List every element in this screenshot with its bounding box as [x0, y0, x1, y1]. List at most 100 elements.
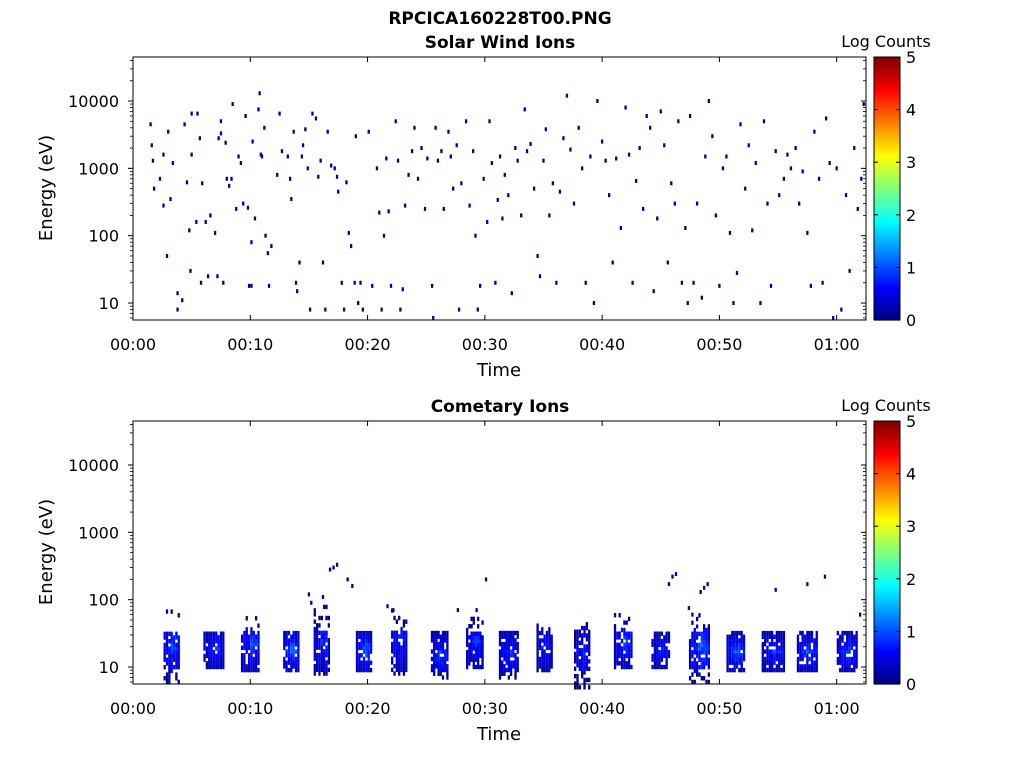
heatmap-cell: [627, 646, 631, 651]
heatmap-cell: [245, 664, 248, 669]
heatmap-cell: [252, 667, 255, 673]
heatmap-cell: [625, 653, 628, 659]
heatmap-cell: [266, 251, 270, 256]
heatmap-cell: [219, 646, 223, 651]
heatmap-cell: [516, 667, 519, 673]
heatmap-cell: [695, 624, 699, 629]
heatmap-cell: [481, 664, 484, 670]
heatmap-cell: [355, 653, 359, 658]
colorbar-segment: [874, 177, 900, 181]
heatmap-cell: [441, 638, 445, 643]
heatmap-cell: [170, 631, 173, 637]
heatmap-cell: [573, 629, 577, 634]
colorbar-segment: [874, 87, 900, 91]
heatmap-cell: [726, 653, 729, 658]
heatmap-cell: [766, 645, 769, 651]
heatmap-cell: [808, 634, 811, 639]
heatmap-cell: [848, 630, 851, 636]
heatmap-cell: [803, 638, 807, 643]
heatmap-cell: [516, 630, 519, 636]
heatmap-cell: [507, 667, 511, 673]
colorbar-segment: [874, 72, 900, 76]
heatmap-cell: [283, 660, 286, 665]
heatmap-cell: [742, 667, 746, 673]
heatmap-cell: [441, 645, 445, 651]
heatmap-cell: [325, 645, 328, 650]
heatmap-cell: [203, 635, 206, 640]
colorbar-segment: [874, 230, 900, 233]
heatmap-cell: [215, 635, 218, 640]
heatmap-cell: [325, 638, 328, 643]
heatmap-cell: [618, 661, 621, 666]
colorbar-segment: [874, 429, 900, 433]
heatmap-cell: [667, 638, 671, 644]
heatmap-cell: [691, 639, 694, 644]
heatmap-cell: [841, 638, 844, 643]
heatmap-cell: [733, 667, 736, 673]
heatmap-cell: [619, 226, 623, 231]
heatmap-cell: [744, 186, 747, 191]
heatmap-cell: [687, 606, 691, 611]
heatmap-cell: [630, 646, 633, 651]
heatmap-cell: [548, 645, 551, 651]
heatmap-cell: [532, 186, 536, 191]
heatmap-cell: [585, 644, 589, 649]
colorbar-segment: [874, 578, 900, 582]
heatmap-cell: [246, 205, 250, 210]
heatmap-cell: [503, 667, 506, 673]
heatmap-cell: [380, 307, 383, 312]
heatmap-cell: [543, 660, 546, 665]
heatmap-cell: [318, 652, 321, 658]
heatmap-cell: [360, 638, 363, 643]
heatmap-cell: [402, 663, 406, 669]
heatmap-cell: [369, 649, 373, 654]
heatmap-cell: [514, 675, 517, 680]
heatmap-cell: [810, 634, 814, 639]
heatmap-cell: [468, 661, 471, 666]
heatmap-cell: [474, 642, 478, 648]
heatmap-cell: [653, 657, 657, 662]
heatmap-cell: [613, 631, 617, 636]
heatmap-cell: [355, 664, 359, 669]
heatmap-cell: [479, 631, 482, 636]
heatmap-cell: [809, 283, 813, 288]
heatmap-cell: [653, 635, 657, 640]
heatmap-cell: [254, 616, 258, 621]
heatmap-cell: [215, 661, 218, 666]
heatmap-cell: [501, 664, 504, 669]
heatmap-cell: [460, 181, 463, 186]
heatmap-cell: [651, 638, 654, 644]
heatmap-cell: [658, 635, 661, 640]
heatmap-cell: [707, 624, 710, 629]
heatmap-cell: [310, 600, 313, 605]
heatmap-cell: [780, 634, 783, 639]
heatmap-cell: [359, 280, 362, 285]
heatmap-cell: [695, 616, 699, 622]
heatmap-cell: [505, 630, 508, 636]
heatmap-cell: [705, 650, 708, 655]
heatmap-cell: [243, 656, 246, 662]
heatmap-cell: [573, 655, 577, 660]
heatmap-cell: [761, 656, 764, 662]
heatmap-cell: [733, 645, 736, 651]
heatmap-cell: [477, 650, 480, 655]
heatmap-cell: [735, 660, 739, 665]
heatmap-cell: [543, 638, 546, 643]
heatmap-cell: [843, 664, 847, 669]
heatmap-cell: [815, 630, 818, 636]
heatmap-cell: [813, 660, 816, 665]
heatmap-cell: [170, 639, 173, 644]
heatmap-cell: [402, 660, 406, 665]
heatmap-cell: [297, 630, 300, 636]
heatmap-cell: [405, 656, 408, 661]
colorbar-segment: [874, 173, 900, 176]
heatmap-cell: [292, 660, 295, 665]
heatmap-cell: [402, 641, 406, 647]
heatmap-cell: [507, 664, 511, 669]
heatmap-cell: [437, 641, 440, 647]
heatmap-cell: [686, 301, 689, 306]
heatmap-cell: [618, 612, 621, 618]
heatmap-cell: [688, 642, 692, 648]
heatmap-cell: [470, 650, 473, 655]
heatmap-cell: [472, 620, 475, 625]
